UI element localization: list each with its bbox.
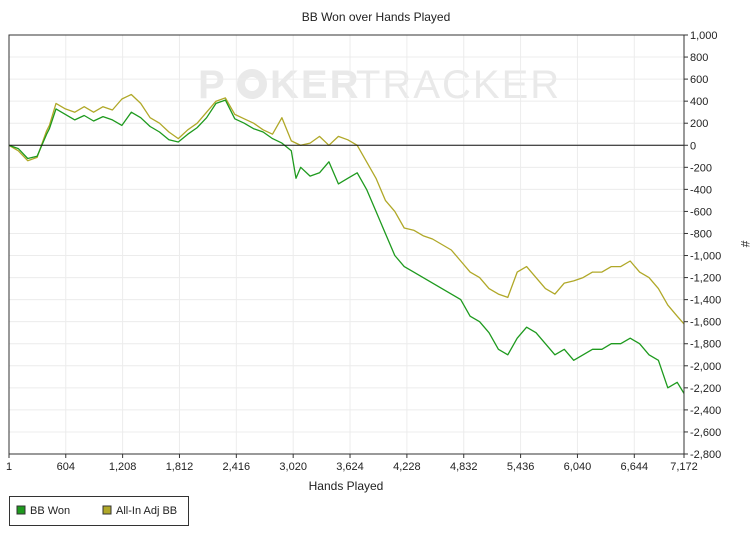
x-axis: 1 604 1,208 1,812 2,416 3,020 3,624 4,228 4,832 5… — [6, 454, 698, 473]
x-axis-title: Hands Played — [309, 479, 384, 493]
y-tick-label: 0 — [690, 140, 696, 152]
x-tick-label: 6,040 — [564, 461, 592, 473]
chart-title: BB Won over Hands Played — [302, 10, 451, 24]
legend-swatch — [102, 505, 112, 515]
x-tick-label: 4,832 — [450, 461, 478, 473]
poker-chip-icon — [237, 69, 267, 99]
y-tick-label: 200 — [690, 118, 708, 130]
x-tick-label: 3,624 — [336, 461, 364, 473]
series-group — [8, 93, 685, 394]
plot-frame — [8, 34, 685, 455]
legend-label: All-In Adj BB — [116, 505, 177, 517]
series-line-bb-won — [8, 99, 685, 394]
y-tick-label: 1,000 — [690, 30, 718, 42]
x-tick-label: 2,416 — [223, 461, 251, 473]
y-tick-label: -1,200 — [690, 273, 721, 285]
x-tick-label: 5,436 — [507, 461, 535, 473]
series-line-all-in-adj-bb — [8, 93, 685, 325]
x-tick-label: 7,172 — [670, 461, 698, 473]
x-tick-label: 3,020 — [279, 461, 307, 473]
legend-label: BB Won — [30, 505, 70, 517]
y-tick-label: 600 — [690, 74, 708, 86]
watermark-text-brand: TRACKER — [356, 63, 561, 107]
legend-item: All-In Adj BB — [102, 505, 177, 517]
y-tick-label: -1,800 — [690, 339, 721, 351]
x-tick-label: 604 — [57, 461, 75, 473]
y-axis: 1,000 800 600 400 200 0 -200 -400 -600 -800 -1,000… — [684, 30, 721, 461]
legend: BB Won All-In Adj BB — [9, 496, 189, 526]
y-tick-label: -2,800 — [690, 449, 721, 461]
y-tick-label: -400 — [690, 184, 712, 196]
x-tick-label: 1 — [6, 461, 12, 473]
x-tick-label: 6,644 — [621, 461, 649, 473]
y-tick-label: -600 — [690, 206, 712, 218]
y-tick-label: 400 — [690, 96, 708, 108]
y-axis-title: # — [738, 241, 752, 248]
plot-border — [8, 34, 685, 455]
y-tick-label: -1,600 — [690, 317, 721, 329]
y-tick-label: -1,400 — [690, 295, 721, 307]
y-tick-label: -2,000 — [690, 361, 721, 373]
legend-box — [9, 496, 189, 526]
y-tick-label: 800 — [690, 52, 708, 64]
y-tick-label: -1,000 — [690, 251, 721, 263]
y-tick-label: -2,200 — [690, 383, 721, 395]
x-tick-label: 4,228 — [393, 461, 421, 473]
grid — [8, 34, 685, 455]
y-tick-label: -800 — [690, 228, 712, 240]
y-tick-label: -2,600 — [690, 427, 721, 439]
legend-item: BB Won — [16, 505, 70, 517]
x-tick-label: 1,812 — [166, 461, 194, 473]
watermark-text-left: P — [198, 63, 227, 107]
watermark-text-right: KER — [270, 63, 360, 107]
y-tick-label: -2,400 — [690, 405, 721, 417]
legend-swatch — [16, 505, 26, 515]
y-tick-label: -200 — [690, 162, 712, 174]
x-tick-label: 1,208 — [109, 461, 137, 473]
